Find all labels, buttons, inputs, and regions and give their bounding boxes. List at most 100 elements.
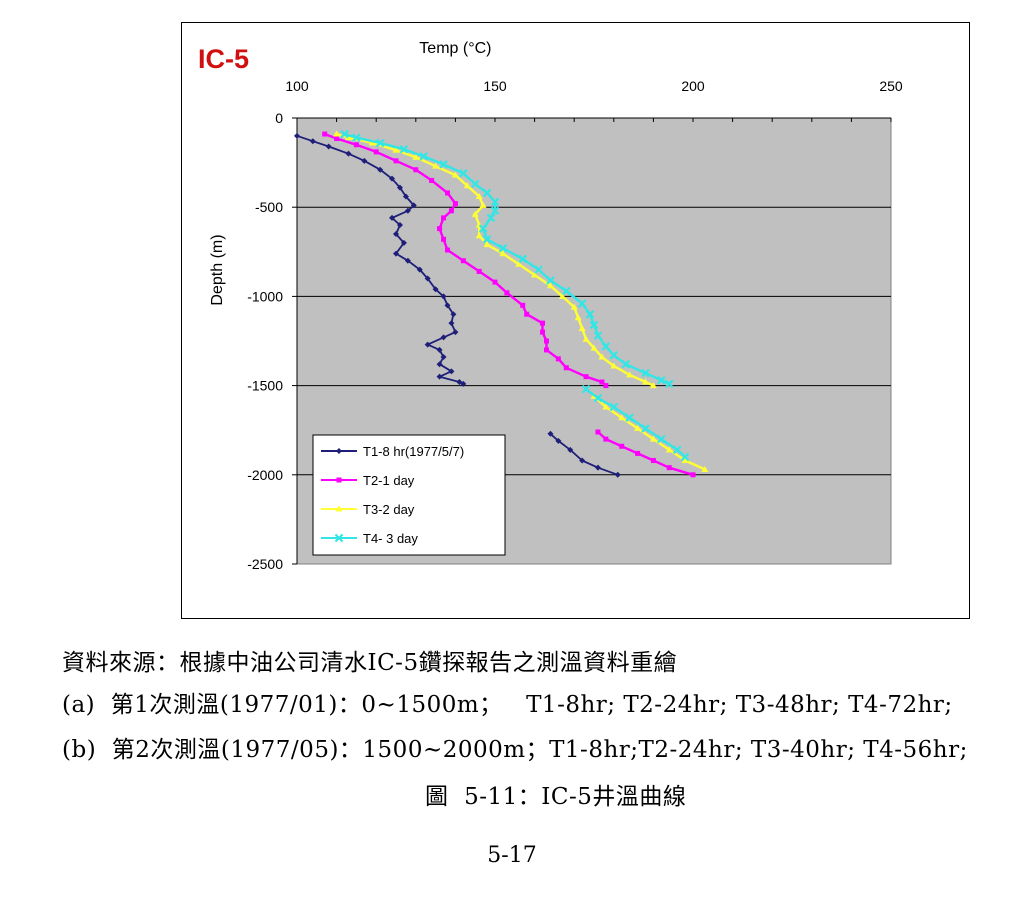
data-point (368, 139, 376, 146)
data-point (441, 215, 447, 221)
x-tick-label: 250 (879, 78, 903, 94)
data-point (649, 435, 657, 442)
data-point (478, 224, 488, 233)
data-point (515, 260, 523, 267)
data-point (448, 368, 455, 375)
x-tick-label: 150 (483, 78, 507, 94)
data-point (664, 379, 674, 389)
data-point (681, 457, 689, 464)
data-point (424, 341, 431, 348)
data-point (353, 142, 359, 148)
y-tick-label: -500 (255, 199, 283, 215)
data-point (626, 371, 634, 378)
measurement-a-caption: (a) 第1次測溫(1977/01)：0~1500m； T1-8hr; T2-2… (62, 692, 953, 718)
data-point (649, 382, 657, 389)
data-point (602, 403, 610, 410)
data-point (471, 210, 479, 217)
data-point (583, 374, 589, 380)
data-point (432, 162, 440, 169)
data-point (593, 393, 603, 403)
data-point (490, 206, 500, 216)
data-point (436, 361, 443, 368)
legend-marker (336, 448, 342, 454)
data-point (546, 276, 555, 285)
x-axis-label: Temp (°C) (419, 40, 491, 57)
chart-frame: 100 150 200 250 0 -500 -1000 -1500 -2000 -2500 IC-… (181, 22, 970, 619)
legend-entry: T1-8 hr(1977/5/7) (363, 444, 464, 459)
x-tick-label: 200 (681, 78, 705, 94)
data-point (641, 378, 649, 385)
data-point (413, 167, 419, 173)
data-point (460, 380, 467, 387)
data-point (490, 197, 500, 207)
data-point (400, 239, 407, 246)
data-point (578, 325, 586, 332)
data-point (610, 362, 618, 369)
legend-marker (335, 505, 343, 512)
data-point (601, 342, 611, 351)
data-point (680, 452, 690, 462)
data-point (609, 350, 619, 360)
data-point (614, 471, 621, 478)
data-point (452, 329, 459, 336)
data-point (520, 302, 526, 308)
data-point (657, 434, 666, 444)
data-point (650, 458, 656, 464)
page-number: 5-17 (487, 843, 537, 868)
data-point (666, 465, 672, 471)
data-point (393, 250, 399, 257)
data-point (555, 356, 561, 362)
data-point (476, 268, 482, 274)
data-point (441, 236, 447, 242)
data-point (396, 184, 403, 191)
data-point (392, 146, 400, 153)
data-point (498, 243, 508, 253)
data-point (618, 414, 626, 421)
data-point (404, 207, 411, 214)
data-point (448, 320, 455, 327)
data-point (547, 430, 554, 437)
data-point (558, 292, 566, 299)
data-point (436, 373, 443, 380)
data-point (543, 338, 549, 344)
data-point (436, 346, 443, 353)
data-point (429, 177, 435, 183)
data-point (585, 309, 595, 319)
x-tick-label: 100 (285, 78, 309, 94)
data-point (482, 188, 492, 198)
data-point (634, 424, 642, 431)
data-point (690, 472, 696, 478)
legend-entry: T4- 3 day (363, 531, 418, 546)
data-point (450, 311, 457, 318)
y-tick-label: 0 (275, 110, 283, 126)
data-point (399, 144, 409, 154)
data-point (410, 202, 417, 209)
data-point (393, 158, 399, 164)
data-point (665, 446, 673, 453)
data-point (609, 402, 619, 412)
data-point (593, 331, 603, 340)
data-point (582, 335, 590, 342)
data-point (524, 311, 530, 317)
data-point (579, 457, 586, 464)
data-point (325, 143, 332, 150)
data-point (460, 258, 466, 264)
y-tick-label: -1000 (247, 288, 283, 304)
data-point (475, 232, 483, 239)
data-point (594, 464, 601, 471)
data-point (603, 383, 609, 389)
legend-marker (334, 533, 344, 543)
data-point (322, 131, 328, 137)
data-point (389, 175, 396, 182)
data-point (540, 320, 546, 326)
data-point (340, 129, 349, 139)
data-point (444, 190, 450, 196)
data-point (531, 271, 539, 278)
data-point (451, 171, 459, 178)
data-point (440, 334, 447, 341)
y-axis-label: Depth (m) (209, 234, 226, 305)
data-point (404, 257, 411, 264)
data-point (373, 149, 379, 155)
data-point (393, 230, 399, 237)
data-point (459, 169, 468, 178)
